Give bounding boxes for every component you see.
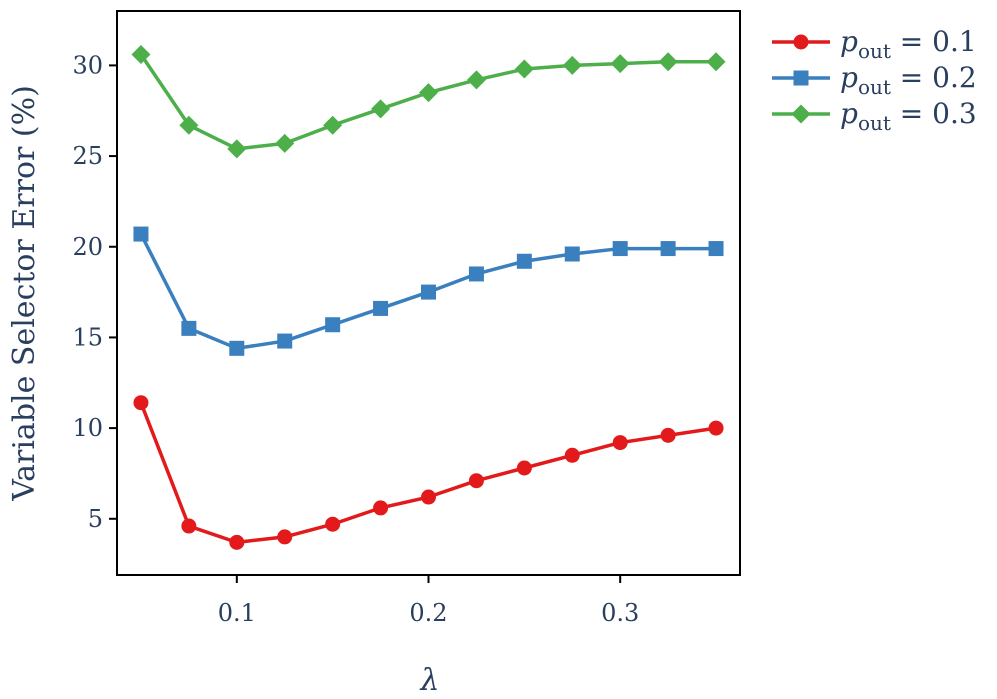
data-point	[179, 115, 199, 135]
y-axis: 5 10 15 20 25 30	[72, 51, 117, 533]
legend-item: pout = 0.1	[772, 25, 977, 63]
series-1	[133, 395, 724, 550]
x-tick-label: 0.3	[601, 599, 639, 627]
legend-item: pout = 0.2	[772, 61, 977, 99]
y-axis-title: Variable Selector Error (%)	[7, 85, 42, 502]
y-tick-label: 25	[72, 142, 103, 170]
data-point	[708, 241, 724, 257]
data-point	[562, 55, 582, 75]
x-tick-label: 0.1	[218, 599, 256, 627]
data-point	[564, 447, 580, 463]
data-point	[323, 115, 343, 135]
data-point	[325, 516, 341, 532]
data-point	[229, 340, 245, 356]
data-point	[658, 52, 678, 72]
data-point	[325, 317, 341, 333]
data-point	[610, 54, 630, 74]
data-point	[133, 395, 149, 411]
y-tick-label: 5	[88, 505, 103, 533]
data-point	[660, 241, 676, 257]
data-point	[708, 420, 724, 436]
data-point	[373, 500, 389, 516]
data-point	[468, 473, 484, 489]
data-point	[564, 246, 580, 262]
legend-marker	[793, 34, 809, 50]
plot-area	[131, 45, 726, 550]
data-point	[419, 83, 438, 103]
x-axis-title: λ	[419, 663, 439, 698]
series-line	[139, 402, 717, 545]
data-point	[133, 226, 149, 242]
series-2	[133, 226, 724, 356]
data-point	[227, 139, 247, 159]
legend-label: pout = 0.2	[840, 61, 977, 99]
data-point	[277, 529, 293, 545]
y-tick-label: 30	[72, 51, 103, 79]
data-point	[131, 45, 151, 65]
data-point	[421, 284, 436, 300]
legend-label: pout = 0.3	[840, 97, 977, 135]
y-tick-label: 20	[72, 233, 103, 261]
legend-item: pout = 0.3	[772, 97, 977, 135]
data-point	[181, 320, 197, 336]
data-point	[514, 59, 534, 79]
legend-marker	[791, 104, 811, 124]
data-point	[516, 460, 532, 476]
data-point	[275, 133, 295, 153]
data-point	[277, 333, 293, 349]
data-point	[516, 253, 532, 269]
data-point	[181, 518, 197, 534]
x-tick-label: 0.2	[409, 599, 447, 627]
y-tick-label: 15	[72, 323, 103, 351]
data-point	[421, 489, 436, 505]
data-point	[371, 99, 391, 119]
legend-marker	[793, 70, 809, 86]
series-3	[131, 45, 726, 159]
data-point	[612, 241, 628, 257]
y-tick-label: 10	[72, 414, 103, 442]
data-point	[612, 435, 628, 451]
data-point	[706, 52, 726, 72]
legend-label: pout = 0.1	[840, 25, 977, 63]
x-axis: 0.1 0.2 0.3	[218, 575, 639, 627]
data-point	[468, 266, 484, 282]
data-point	[373, 300, 389, 316]
data-point	[466, 70, 486, 90]
data-point	[229, 534, 245, 550]
data-point	[660, 427, 676, 443]
